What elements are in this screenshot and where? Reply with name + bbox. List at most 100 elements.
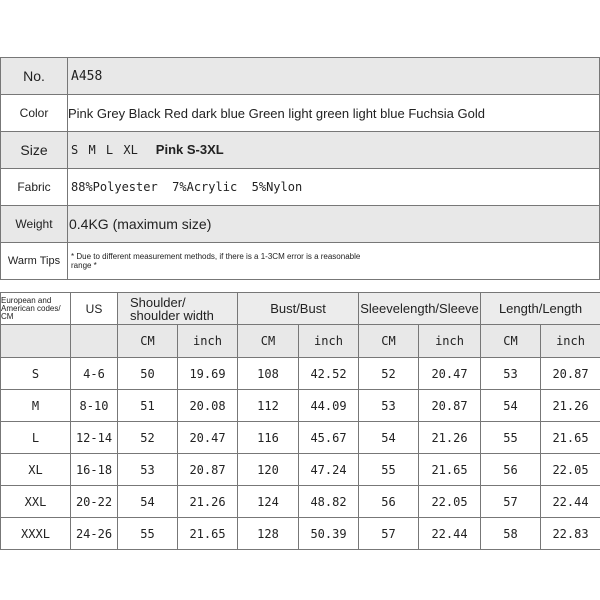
- table-cell: 55: [117, 517, 178, 550]
- table-cell: 53: [117, 453, 178, 486]
- table-cell: 58: [480, 517, 542, 550]
- info-row-color: Color Pink Grey Black Red dark blue Gree…: [0, 94, 600, 132]
- unit-cell: inch: [297, 324, 360, 358]
- size-list: S M L XL: [71, 143, 138, 157]
- table-cell: 21.65: [540, 421, 600, 454]
- header-us: US: [70, 292, 118, 325]
- table-cell: 19.69: [177, 357, 238, 390]
- table-row: S 4-6 50 19.69 108 42.52 52 20.47 53 20.87: [0, 357, 600, 390]
- table-cell: 16-18: [70, 453, 118, 486]
- table-cell: 21.26: [418, 421, 482, 454]
- label-warm-tips: Warm Tips: [0, 242, 68, 280]
- table-cell: L: [0, 421, 71, 454]
- table-cell: 50.39: [297, 517, 360, 550]
- table-cell: 22.44: [540, 485, 600, 518]
- table-cell: 21.26: [540, 389, 600, 422]
- table-cell: 51: [117, 389, 178, 422]
- table-row: XL 16-18 53 20.87 120 47.24 55 21.65 56 22.05: [0, 453, 600, 486]
- table-cell: M: [0, 389, 71, 422]
- units-empty: [0, 324, 71, 358]
- header-sleeve: Sleevelength/Sleeve: [358, 292, 482, 325]
- info-row-warm-tips: Warm Tips * Due to different measurement…: [0, 242, 600, 280]
- label-color: Color: [0, 94, 68, 132]
- table-cell: 53: [480, 357, 542, 390]
- table-cell: 56: [358, 485, 420, 518]
- table-cell: 53: [358, 389, 420, 422]
- value-warm-tips: * Due to different measurement methods, …: [67, 242, 600, 280]
- table-cell: 20-22: [70, 485, 118, 518]
- table-row: XXXL 24-26 55 21.65 128 50.39 57 22.44 58 22.83: [0, 517, 600, 550]
- header-row: European and American codes/ CM US Shoul…: [0, 292, 600, 325]
- value-size: S M L XL Pink S-3XL: [67, 131, 600, 169]
- unit-cell: CM: [237, 324, 299, 358]
- table-cell: 20.47: [177, 421, 238, 454]
- value-weight: 0.4KG (maximum size): [67, 205, 600, 243]
- table-cell: 116: [237, 421, 299, 454]
- table-cell: 112: [237, 389, 299, 422]
- value-color: Pink Grey Black Red dark blue Green ligh…: [67, 94, 600, 132]
- table-cell: 52: [358, 357, 420, 390]
- header-shoulder: Shoulder/ shoulder width: [117, 292, 238, 325]
- table-cell: 20.47: [418, 357, 482, 390]
- table-row: XXL 20-22 54 21.26 124 48.82 56 22.05 57 22.44: [0, 485, 600, 518]
- unit-cell: CM: [117, 324, 178, 358]
- header-bust: Bust/Bust: [236, 292, 360, 325]
- table-cell: 56: [480, 453, 542, 486]
- size-note: Pink S-3XL: [155, 142, 224, 157]
- table-cell: 54: [358, 421, 420, 454]
- table-cell: 12-14: [70, 421, 118, 454]
- table-cell: 128: [237, 517, 299, 550]
- table-cell: S: [0, 357, 71, 390]
- table-cell: 42.52: [297, 357, 360, 390]
- table-cell: XXL: [0, 485, 71, 518]
- table-cell: 54: [480, 389, 542, 422]
- table-cell: 21.26: [177, 485, 238, 518]
- table-cell: 20.08: [177, 389, 238, 422]
- unit-cell: inch: [540, 324, 600, 358]
- table-cell: 22.83: [540, 517, 600, 550]
- info-row-number: No. A458: [0, 57, 600, 95]
- table-cell: 55: [480, 421, 542, 454]
- table-cell: 54: [117, 485, 178, 518]
- table-cell: 22.44: [418, 517, 482, 550]
- header-eu-code: European and American codes/ CM: [0, 292, 71, 325]
- table-cell: 20.87: [418, 389, 482, 422]
- unit-cell: inch: [418, 324, 482, 358]
- table-cell: 47.24: [297, 453, 360, 486]
- table-cell: 50: [117, 357, 178, 390]
- table-row: L 12-14 52 20.47 116 45.67 54 21.26 55 21.65: [0, 421, 600, 454]
- table-cell: 57: [358, 517, 420, 550]
- units-row: CM inch CM inch CM inch CM inch: [0, 324, 600, 358]
- table-cell: 52: [117, 421, 178, 454]
- info-row-fabric: Fabric 88%Polyester 7%Acrylic 5%Nylon: [0, 168, 600, 206]
- table-cell: 20.87: [177, 453, 238, 486]
- value-fabric: 88%Polyester 7%Acrylic 5%Nylon: [67, 168, 600, 206]
- table-cell: 24-26: [70, 517, 118, 550]
- size-chart-table: European and American codes/ CM US Shoul…: [0, 292, 600, 550]
- info-row-size: Size S M L XL Pink S-3XL: [0, 131, 600, 169]
- label-weight: Weight: [0, 205, 68, 243]
- table-cell: 8-10: [70, 389, 118, 422]
- table-cell: XL: [0, 453, 71, 486]
- info-row-weight: Weight 0.4KG (maximum size): [0, 205, 600, 243]
- table-cell: 57: [480, 485, 542, 518]
- value-number: A458: [67, 57, 600, 95]
- header-length: Length/Length: [480, 292, 600, 325]
- table-cell: 4-6: [70, 357, 118, 390]
- unit-cell: CM: [480, 324, 542, 358]
- table-row: M 8-10 51 20.08 112 44.09 53 20.87 54 21.26: [0, 389, 600, 422]
- label-fabric: Fabric: [0, 168, 68, 206]
- table-cell: 55: [358, 453, 420, 486]
- label-number: No.: [0, 57, 68, 95]
- units-empty: [70, 324, 118, 358]
- table-cell: 22.05: [540, 453, 600, 486]
- unit-cell: CM: [358, 324, 420, 358]
- table-cell: 20.87: [540, 357, 600, 390]
- table-cell: 45.67: [297, 421, 360, 454]
- unit-cell: inch: [177, 324, 238, 358]
- table-cell: XXXL: [0, 517, 71, 550]
- table-cell: 22.05: [418, 485, 482, 518]
- table-cell: 120: [237, 453, 299, 486]
- table-cell: 48.82: [297, 485, 360, 518]
- table-cell: 108: [237, 357, 299, 390]
